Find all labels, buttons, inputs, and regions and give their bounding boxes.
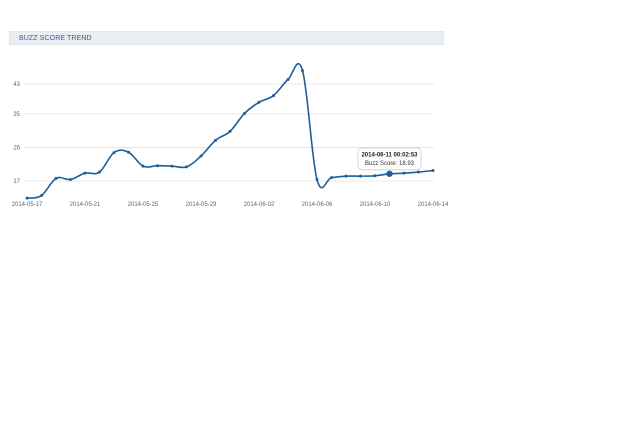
tooltip-separator: : <box>396 161 399 167</box>
data-point[interactable] <box>185 165 188 169</box>
data-point[interactable] <box>25 196 29 200</box>
data-point[interactable] <box>69 178 72 182</box>
data-point[interactable] <box>402 171 406 175</box>
data-point[interactable] <box>54 176 58 180</box>
data-point[interactable] <box>156 164 159 168</box>
data-point[interactable] <box>286 78 290 82</box>
data-point[interactable] <box>272 94 275 98</box>
data-point[interactable] <box>386 170 393 177</box>
chart-title: BUZZ SCORE TREND <box>19 35 92 42</box>
tooltip-body: Buzz Score: 18.93 <box>365 161 415 167</box>
y-tick-label: 35 <box>13 112 20 118</box>
data-points[interactable] <box>25 69 435 200</box>
data-point[interactable] <box>359 174 362 178</box>
x-tick-label: 2014-05-17 <box>12 202 43 208</box>
tooltip-box <box>357 147 422 171</box>
data-point[interactable] <box>228 129 232 133</box>
y-tick-label: 26 <box>13 145 20 151</box>
data-point[interactable] <box>83 171 87 175</box>
data-point[interactable] <box>431 169 435 173</box>
data-point[interactable] <box>170 164 174 168</box>
data-point[interactable] <box>315 178 319 182</box>
data-point[interactable] <box>112 151 116 155</box>
x-tick-label: 2014-06-10 <box>360 202 391 208</box>
x-tick-label: 2014-06-02 <box>244 202 275 208</box>
x-tick-label: 2014-05-21 <box>70 202 101 208</box>
data-point[interactable] <box>330 176 333 180</box>
data-point[interactable] <box>199 154 203 158</box>
data-point[interactable] <box>243 111 246 115</box>
data-point[interactable] <box>127 150 130 154</box>
x-tick-label: 2014-05-25 <box>128 202 159 208</box>
data-point[interactable] <box>373 174 377 178</box>
tooltip: 2014-06-11 00:02:53 Buzz Score: 18.93 <box>357 147 422 171</box>
data-point[interactable] <box>417 170 420 174</box>
x-axis-ticks: 2014-05-17 2014-05-21 2014-05-25 2014-05-29… <box>12 202 449 208</box>
tooltip-series-label: Buzz Score <box>365 161 396 167</box>
data-point[interactable] <box>141 164 145 168</box>
data-point[interactable] <box>344 174 348 178</box>
data-point[interactable] <box>98 170 101 174</box>
data-point[interactable] <box>257 100 261 104</box>
y-tick-label: 17 <box>13 179 20 185</box>
chart-header: BUZZ SCORE TREND <box>9 31 444 45</box>
y-axis-ticks: 17 26 35 43 <box>13 82 20 185</box>
data-point[interactable] <box>40 194 43 198</box>
data-point[interactable] <box>301 69 304 73</box>
x-tick-label: 2014-06-14 <box>418 202 449 208</box>
y-tick-label: 43 <box>13 82 20 88</box>
tooltip-date: 2014-06-11 00:02:53 <box>361 152 418 158</box>
tooltip-value: 18.93 <box>399 161 415 167</box>
x-tick-label: 2014-06-06 <box>302 202 333 208</box>
x-tick-label: 2014-05-29 <box>186 202 217 208</box>
data-point[interactable] <box>214 138 217 142</box>
